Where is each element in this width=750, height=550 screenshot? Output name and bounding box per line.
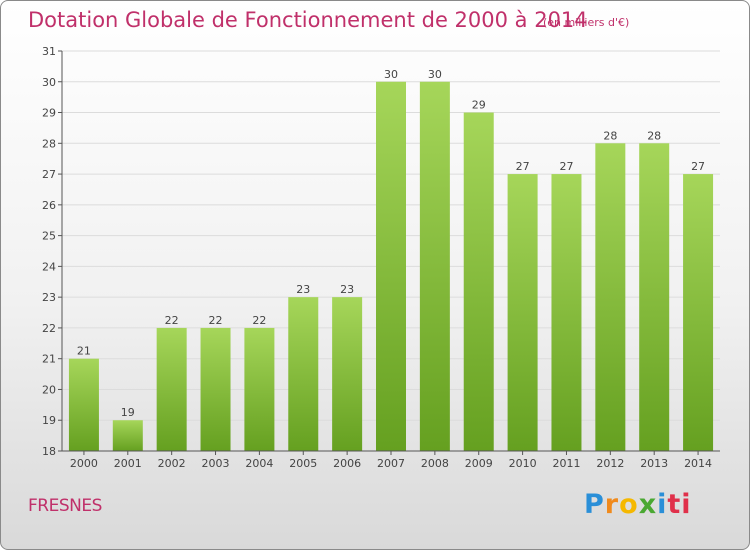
bar-value-label: 22 (165, 314, 179, 327)
bar (244, 327, 275, 451)
commune-name: FRESNES (28, 496, 102, 516)
x-tick-label: 2007 (377, 457, 405, 470)
bar (683, 174, 714, 452)
bar-value-label: 19 (121, 406, 135, 419)
x-tick-label: 2006 (333, 457, 361, 470)
bar-value-label: 22 (252, 314, 266, 327)
x-tick-label: 2013 (640, 457, 668, 470)
bar (507, 174, 538, 452)
bar (68, 358, 99, 451)
y-tick-label: 26 (42, 199, 56, 212)
bar (419, 81, 450, 452)
bar (112, 420, 143, 451)
y-tick-label: 31 (42, 45, 56, 58)
bar-value-label: 29 (472, 99, 486, 112)
y-tick-label: 29 (42, 107, 56, 120)
x-tick-label: 2014 (684, 457, 712, 470)
x-tick-label: 2010 (509, 457, 537, 470)
y-tick-label: 20 (42, 383, 56, 396)
x-tick-label: 2011 (552, 457, 580, 470)
bar (595, 143, 626, 452)
y-tick-label: 18 (42, 445, 56, 458)
bar (463, 112, 494, 452)
y-tick-label: 30 (42, 76, 56, 89)
y-tick-label: 23 (42, 291, 56, 304)
bar-value-label: 23 (296, 283, 310, 296)
y-tick-label: 25 (42, 230, 56, 243)
y-tick-label: 27 (42, 168, 56, 181)
y-tick-label: 22 (42, 322, 56, 335)
bar (332, 297, 363, 451)
axis-layer: 18 19 20 21 22 23 24 25 26 27 28 29 30 31 21 2000 19 2001… (42, 45, 720, 470)
y-tick-label: 28 (42, 137, 56, 150)
bar-value-label: 21 (77, 345, 91, 358)
bar-layer (68, 81, 714, 452)
y-tick-label: 21 (42, 353, 56, 366)
y-tick-label: 24 (42, 260, 56, 273)
y-tick-label: 19 (42, 414, 56, 427)
bar (200, 327, 231, 451)
bar-value-label: 27 (516, 160, 530, 173)
bar (288, 297, 319, 451)
x-tick-label: 2012 (596, 457, 624, 470)
x-tick-label: 2004 (245, 457, 273, 470)
bar-value-label: 30 (384, 68, 398, 81)
x-tick-label: 2009 (465, 457, 493, 470)
chart-title: Dotation Globale de Fonctionnement de 20… (28, 8, 588, 32)
bar-value-label: 30 (428, 68, 442, 81)
bar-value-label: 23 (340, 283, 354, 296)
bar-value-label: 22 (209, 314, 223, 327)
bar-value-label: 28 (603, 129, 617, 142)
x-tick-label: 2003 (202, 457, 230, 470)
bar (551, 174, 582, 452)
chart-subtitle: (en milliers d'€) (543, 16, 630, 29)
bar (376, 81, 406, 452)
bar-value-label: 27 (691, 160, 705, 173)
bar-value-label: 28 (647, 129, 661, 142)
x-tick-label: 2000 (70, 457, 98, 470)
x-tick-label: 2008 (421, 457, 449, 470)
bar (639, 143, 670, 452)
bar-value-label: 27 (559, 160, 573, 173)
bar (156, 327, 187, 451)
x-tick-label: 2001 (114, 457, 142, 470)
proxiti-logo[interactable]: Proxiti (584, 489, 692, 520)
x-tick-label: 2002 (158, 457, 186, 470)
x-tick-label: 2005 (289, 457, 317, 470)
